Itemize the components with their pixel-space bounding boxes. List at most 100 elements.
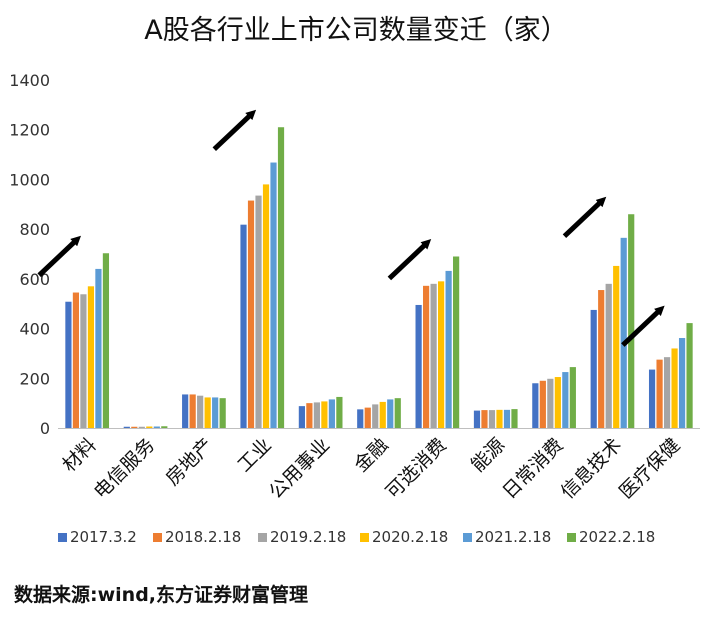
bar [247,200,255,428]
trend-arrow [37,235,81,278]
x-tick-label: 材料 [58,434,100,476]
bar [102,253,110,428]
bar [87,286,95,428]
y-tick-label: 1000 [9,170,50,189]
x-tick-label: 可选消费 [382,434,451,503]
bar [438,281,445,428]
bar [678,338,686,428]
legend-swatch [258,533,267,542]
y-tick-label: 800 [19,220,50,239]
bar [277,127,285,428]
bar [313,402,320,428]
bar [671,348,678,428]
x-tick-label: 医疗保健 [615,434,684,503]
bar [503,409,511,428]
bar [189,394,196,428]
bar [138,426,145,428]
bar [554,377,561,428]
bar [197,395,204,428]
legend-label: 2019.2.18 [270,528,346,546]
legend-label: 2018.2.18 [165,528,241,546]
bar [562,372,569,428]
legend: 2017.3.2 2018.2.18 2019.2.18 2020.2.18 2021.… [58,528,655,546]
bar [473,410,481,428]
bar [306,403,313,428]
bar [613,265,620,428]
bar [415,304,422,428]
bar [488,410,496,428]
bar [598,290,605,428]
x-tick-label: 房地产 [162,434,218,490]
bar [321,401,328,428]
bar [212,397,219,428]
trend-arrows [37,109,665,347]
bar [328,399,335,428]
bar [547,378,554,428]
bar [146,426,153,428]
trend-arrow [387,238,432,281]
legend-label: 2022.2.18 [579,528,655,546]
bar [539,380,546,428]
bar [453,256,460,428]
chart-title: A股各行业上市公司数量变迁（家） [144,15,568,46]
bar [240,224,247,428]
bar [628,214,635,428]
bar [511,409,518,428]
legend-label: 2020.2.18 [372,528,448,546]
x-tick-label: 能源 [467,434,509,476]
y-tick-label: 400 [19,320,50,339]
bar [481,410,488,428]
bar [131,426,138,428]
trend-arrow [212,109,257,152]
bar [590,309,597,428]
bar [72,292,80,428]
bar [262,184,270,428]
bar [372,404,379,428]
bar [430,283,437,428]
bar [423,285,430,428]
bar [95,268,102,428]
y-tick-label: 1400 [9,71,50,90]
bar [532,383,539,428]
y-tick-label: 200 [19,369,50,388]
source-note: 数据来源:wind,东方证券财富管理 [14,584,309,606]
legend-swatch [58,533,67,542]
legend-swatch [360,533,369,542]
x-tick-label: 信息技术 [557,434,626,503]
x-tick-label: 公用事业 [265,434,334,503]
bar [496,409,503,428]
legend-label: 2017.3.2 [70,528,137,546]
legend-label: 2021.2.18 [475,528,551,546]
bar [255,195,262,428]
bar [394,398,401,428]
bar [379,401,386,428]
bar [336,396,343,428]
legend-swatch [567,533,576,542]
bar [445,270,452,428]
bar [357,409,364,428]
bar [219,398,226,428]
bar [270,162,277,428]
trend-arrow [562,196,607,239]
bar [569,367,576,428]
x-tick-label: 工业 [233,434,275,476]
bar [204,397,211,428]
x-tick-label: 金融 [350,434,392,476]
legend-swatch [463,533,472,542]
bar [123,426,130,428]
y-tick-label: 1200 [9,121,50,140]
x-tick-label: 日常消费 [498,434,567,503]
bar [80,294,87,428]
bar [648,369,656,428]
bar [387,399,394,428]
bar [663,357,671,428]
bar [298,406,305,428]
bar [620,237,627,428]
bar [182,394,189,428]
bar [153,426,160,428]
bar [161,426,168,428]
trend-arrow [621,305,665,347]
